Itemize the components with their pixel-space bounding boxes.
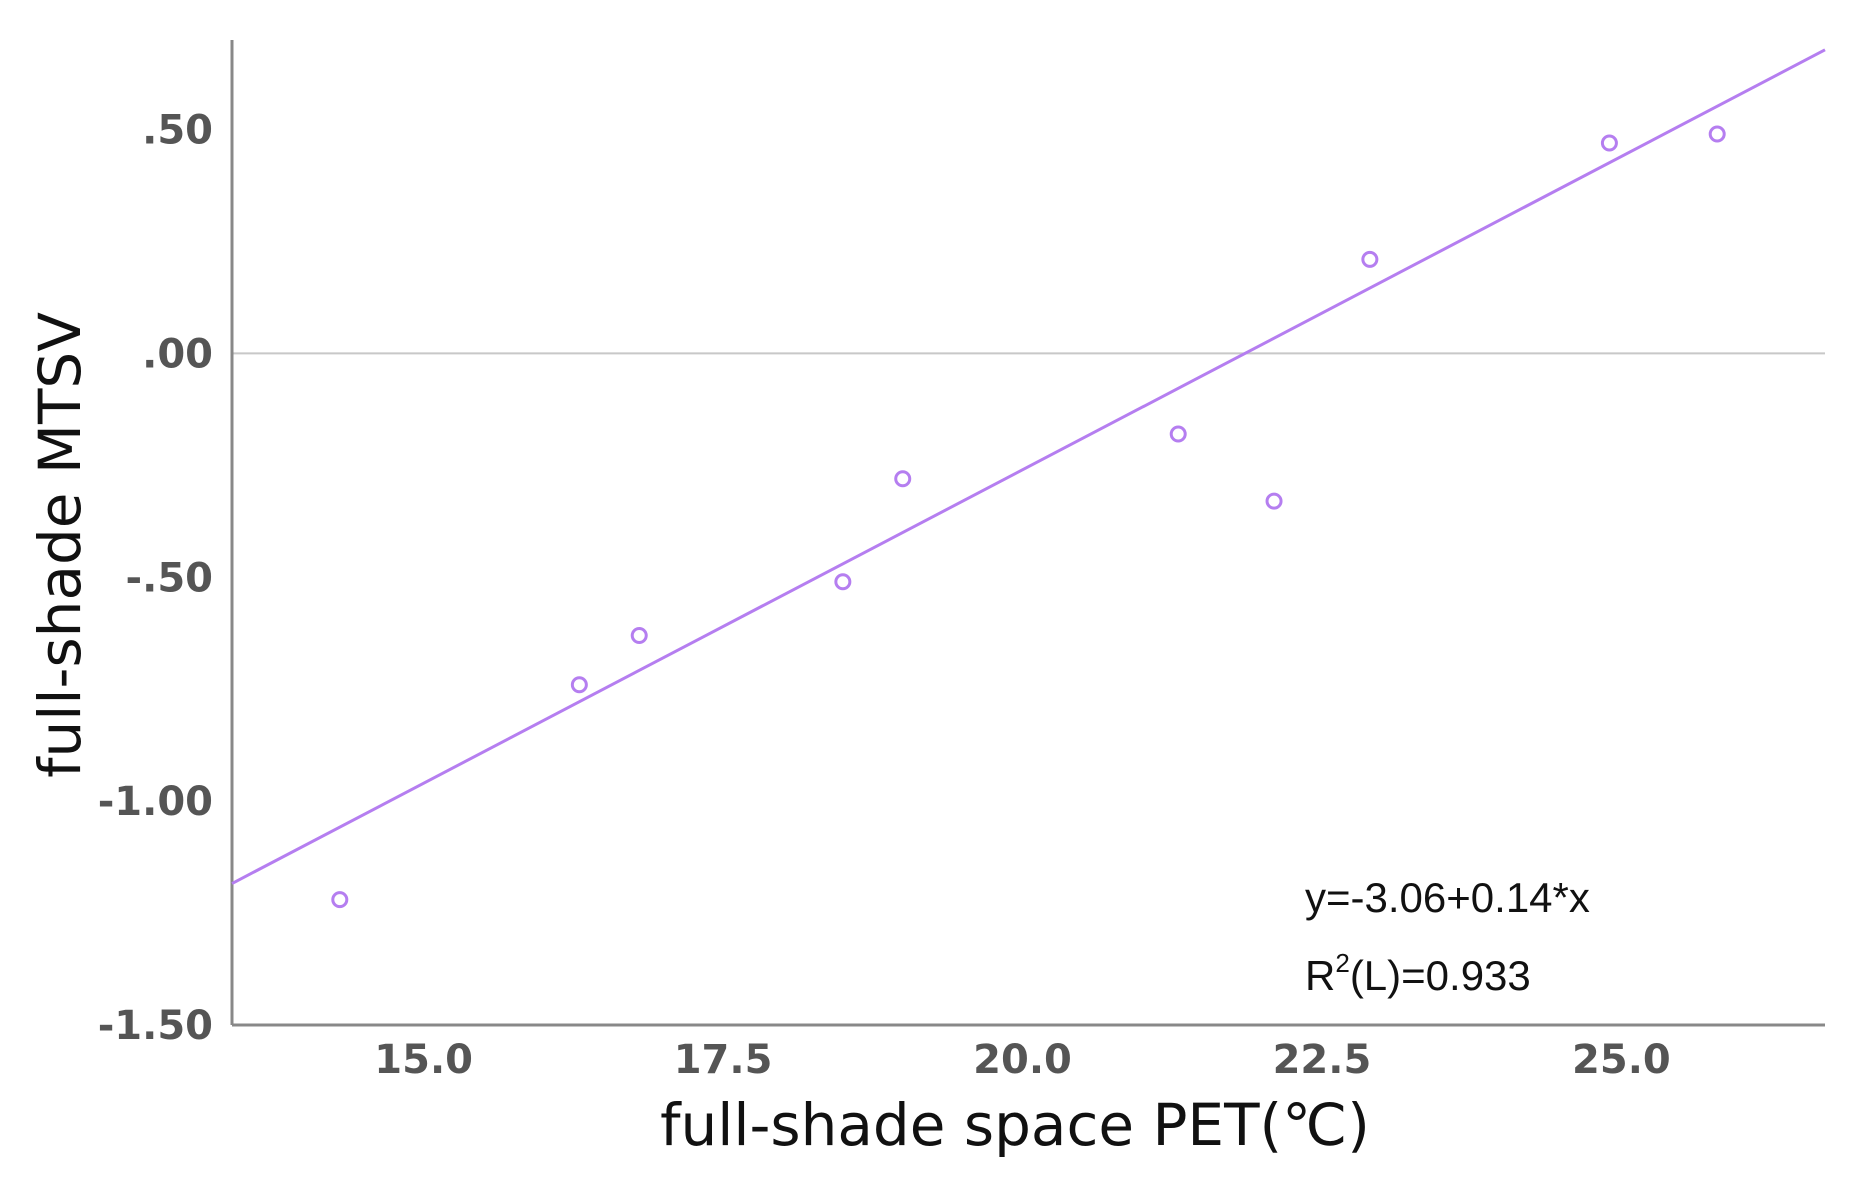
y-tick-label: -.50 (126, 555, 213, 601)
r-squared-suffix: (L)=0.933 (1350, 952, 1531, 999)
y-tick-label: -1.50 (98, 1003, 213, 1049)
equation-label: y=-3.06+0.14*x (1305, 874, 1590, 921)
data-point (834, 573, 852, 591)
data-point (1361, 250, 1379, 268)
x-tick-label: 15.0 (374, 1037, 473, 1083)
data-point (1708, 125, 1726, 143)
x-tick-label: 17.5 (674, 1037, 773, 1083)
data-point (630, 626, 648, 644)
x-axis-title: full-shade space PET(℃) (660, 1091, 1370, 1159)
regression-line (231, 48, 1826, 885)
data-point (1600, 134, 1618, 152)
data-point (570, 676, 588, 694)
r-squared-superscript: 2 (1335, 948, 1349, 978)
y-axis-title: full-shade MTSV (26, 312, 94, 778)
y-tick-label: .50 (142, 108, 213, 154)
data-point (894, 470, 912, 488)
r-squared-label: R2(L)=0.933 (1305, 948, 1531, 999)
r-squared-prefix: R (1305, 952, 1335, 999)
data-point (1169, 425, 1187, 443)
data-point (1265, 492, 1283, 510)
x-tick-label: 20.0 (973, 1037, 1072, 1083)
y-tick-label: -1.00 (98, 779, 213, 825)
x-tick-label: 22.5 (1273, 1037, 1372, 1083)
data-point (331, 891, 349, 909)
y-tick-label: .00 (142, 331, 213, 377)
x-tick-label: 25.0 (1572, 1037, 1671, 1083)
